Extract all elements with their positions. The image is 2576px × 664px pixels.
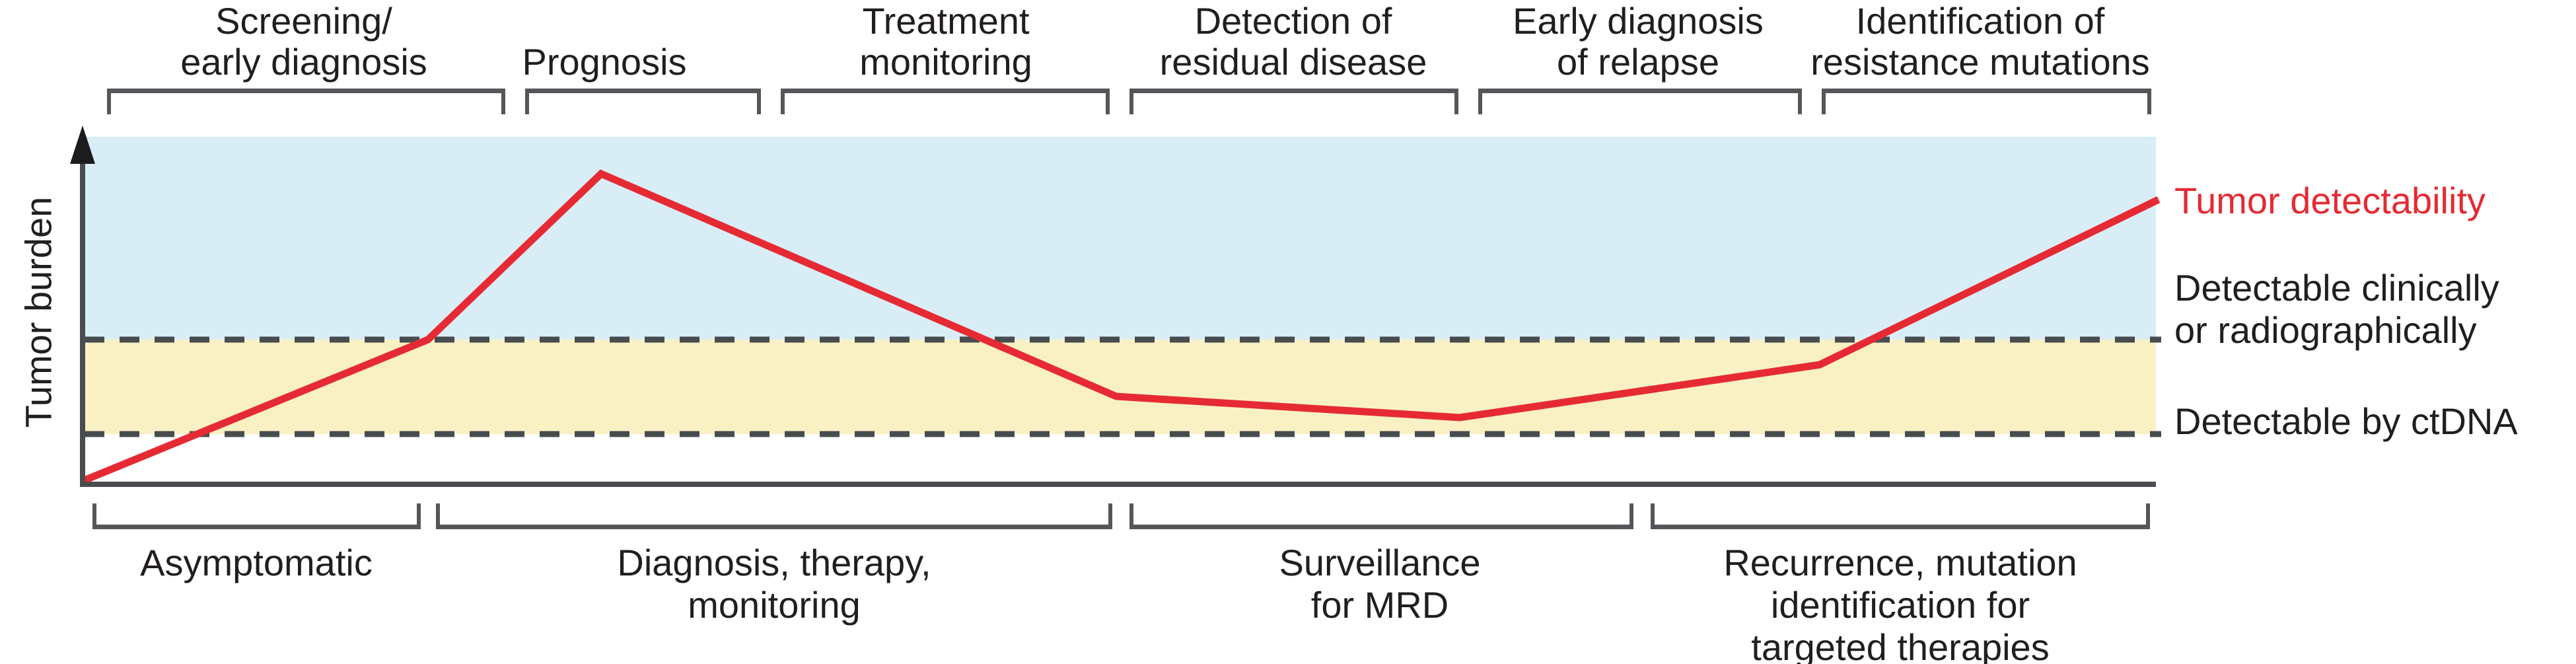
phase-label-resistance-mutations: Identification of resistance mutations [1810,1,2150,83]
tumor-detectability-line [81,169,2161,485]
clinical-detection-zone [85,137,2156,340]
period-label-recurrence: Recurrence, mutation identification for … [1723,542,2077,664]
phase-label-line: residual disease [1159,41,1427,83]
phase-label-prognosis: Prognosis [522,42,686,83]
period-label-line: Recurrence, mutation [1723,542,2077,583]
y-axis-arrowhead-icon [70,126,95,164]
phase-label-screening: Screening/ early diagnosis [180,1,427,83]
phase-label-residual-disease: Detection of residual disease [1160,1,1427,83]
bracket-resistance-mutations [1822,89,2151,114]
phase-label-line: Prognosis [522,41,687,83]
bracket-treatment-monitoring [781,89,1110,114]
phase-label-line: of relapse [1557,41,1719,83]
y-axis-label: Tumor burden [17,196,59,428]
tumor-detectability-label: Tumor detectability [2174,180,2486,221]
bracket-screening [107,89,505,114]
clinical-detectable-line: Detectable clinically [2174,267,2499,309]
period-label-line: monitoring [688,584,861,626]
bracket-recurrence [1651,503,2150,529]
bracket-asymptomatic [92,503,421,529]
period-label-asymptomatic: Asymptomatic [140,542,373,584]
period-label-line: Diagnosis, therapy, [617,542,931,583]
phase-label-line: Detection of [1194,0,1392,42]
phase-label-line: monitoring [859,41,1032,83]
bracket-surveillance-mrd [1129,503,1633,529]
phase-label-line: resistance mutations [1810,41,2150,83]
bracket-prognosis [525,89,761,114]
ctdna-detection-zone [85,340,2156,434]
bracket-diagnosis-therapy [436,503,1112,529]
bracket-residual-disease [1129,89,1458,114]
phase-label-relapse: Early diagnosis of relapse [1513,1,1764,83]
bracket-relapse [1478,89,1802,114]
phase-label-line: early diagnosis [180,41,427,83]
period-label-diagnosis-therapy: Diagnosis, therapy, monitoring [617,542,931,626]
period-label-surveillance-mrd: Surveillance for MRD [1279,542,1480,626]
clinical-detectable-label: Detectable clinically or radiographicall… [2174,267,2499,351]
ctdna-detectable-label: Detectable by ctDNA [2174,400,2518,442]
phase-label-treatment-monitoring: Treatment monitoring [859,1,1032,83]
period-label-line: identification for [1770,584,2030,626]
clinical-detectable-line: or radiographically [2174,309,2477,351]
phase-label-line: Early diagnosis [1513,0,1764,42]
phase-label-line: Identification of [1855,0,2105,42]
period-label-line: for MRD [1310,584,1449,626]
period-label-line: Surveillance [1279,542,1481,583]
phase-label-line: Treatment [862,0,1030,42]
period-label-line: targeted therapies [1751,626,2050,664]
period-label-line: Asymptomatic [140,542,373,583]
phase-label-line: Screening/ [215,0,392,42]
